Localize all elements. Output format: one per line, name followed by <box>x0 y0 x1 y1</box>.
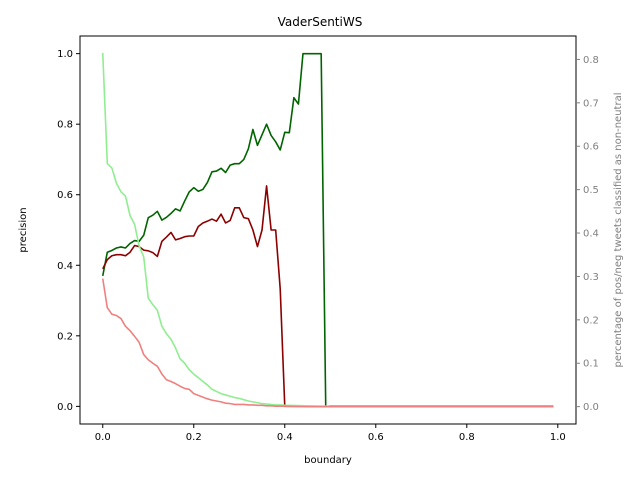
y-axis-right-title: percentage of pos/neg tweets classified … <box>613 93 624 368</box>
series-line-3-right-axis <box>101 52 554 408</box>
y-tick-label: 1.0 <box>57 49 73 60</box>
x-tick-label: 1.0 <box>550 432 566 443</box>
y-right-tick-label: 0.4 <box>583 229 599 240</box>
x-tick-label: 0.2 <box>186 432 202 443</box>
y-axis-right: 0.0 0.1 0.2 0.3 0.4 0.5 0.6 0.7 0.8 <box>576 55 599 413</box>
y-right-tick-label: 0.7 <box>583 98 599 109</box>
y-tick-label: 0.0 <box>57 402 73 413</box>
x-axis: 0.0 0.2 0.4 0.6 0.8 1.0 <box>95 424 566 443</box>
y-right-tick-label: 0.6 <box>583 142 599 153</box>
x-tick-label: 0.0 <box>95 432 111 443</box>
series-line-2-left-axis <box>102 185 554 408</box>
x-tick-label: 0.6 <box>368 432 384 443</box>
series-line-4-right-axis <box>101 278 554 408</box>
y-tick-label: 0.4 <box>57 261 73 272</box>
x-tick-label: 0.4 <box>277 432 293 443</box>
plot-frame <box>79 35 577 425</box>
x-axis-title: boundary <box>304 455 352 466</box>
y-right-tick-label: 0.3 <box>583 272 599 283</box>
y-tick-label: 0.6 <box>57 190 73 201</box>
y-right-tick-label: 0.1 <box>583 359 599 370</box>
y-tick-label: 0.2 <box>57 331 73 342</box>
y-right-tick-label: 0.5 <box>583 185 599 196</box>
series-layer <box>101 52 554 408</box>
series-line-1-left-axis <box>101 52 554 408</box>
x-tick-label: 0.8 <box>459 432 475 443</box>
y-tick-label: 0.8 <box>57 120 73 131</box>
chart-title: VaderSentiWS <box>278 15 363 29</box>
y-right-tick-label: 0.0 <box>583 402 599 413</box>
y-right-tick-label: 0.2 <box>583 315 599 326</box>
y-axis-left: 0.0 0.2 0.4 0.6 0.8 1.0 <box>57 49 80 413</box>
y-right-tick-label: 0.8 <box>583 55 599 66</box>
y-axis-title: precision <box>18 207 29 252</box>
